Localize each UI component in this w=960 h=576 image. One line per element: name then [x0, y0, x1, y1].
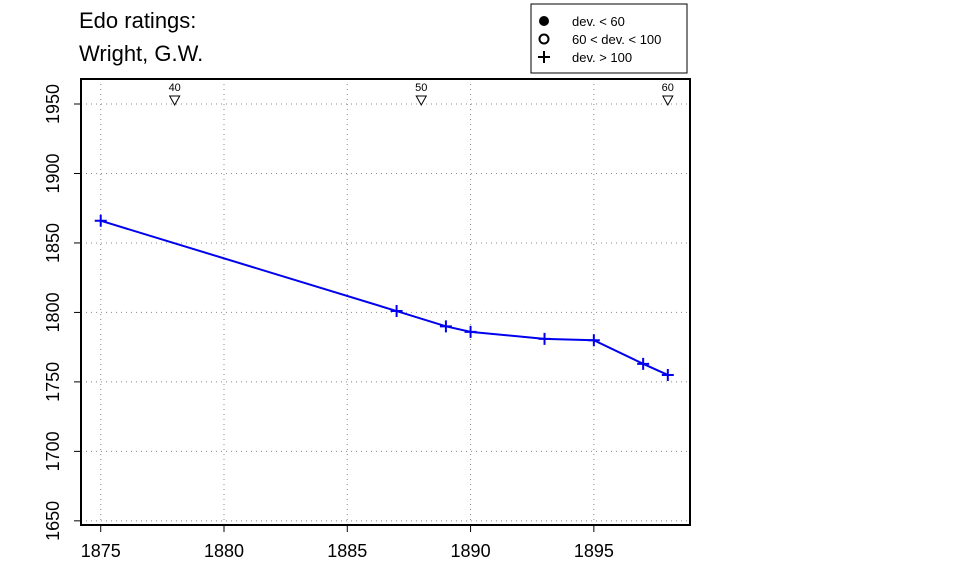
chart-title-line-2: Wright, G.W. — [79, 41, 203, 66]
top-marker-label: 40 — [169, 82, 181, 94]
legend-label: dev. < 60 — [572, 14, 625, 29]
top-markers: 40 50 60 — [168, 82, 674, 107]
y-tick-label: 1800 — [43, 292, 63, 332]
legend-label: 60 < dev. < 100 — [572, 32, 661, 47]
legend-symbol-open-circle — [538, 33, 550, 45]
x-tick-label: 1885 — [327, 541, 367, 561]
legend-symbol-plus — [538, 51, 550, 63]
top-marker-triangle — [168, 95, 181, 107]
top-marker-triangle — [661, 95, 674, 107]
plot-frame — [80, 78, 691, 526]
axes: 1875 1880 1885 1890 1895 1650 1700 1750 1800 1850… — [43, 84, 614, 561]
top-marker-label: 50 — [415, 82, 427, 94]
data-point — [464, 325, 477, 338]
y-tick-label: 1950 — [43, 84, 63, 124]
chart-title-line-1: Edo ratings: — [79, 8, 196, 33]
data-point — [94, 214, 107, 227]
y-tick-label: 1850 — [43, 223, 63, 263]
x-tick-label: 1890 — [451, 541, 491, 561]
x-tick-label: 1875 — [81, 541, 121, 561]
data-point — [661, 368, 674, 381]
legend-symbol-filled-circle — [539, 16, 549, 26]
top-marker-triangle — [415, 95, 428, 107]
data-point — [637, 357, 650, 370]
grid-lines — [81, 79, 690, 525]
top-marker-label: 60 — [662, 82, 674, 94]
y-tick-label: 1900 — [43, 153, 63, 193]
y-tick-label: 1750 — [43, 362, 63, 402]
series-line — [100, 219, 669, 376]
legend-label: dev. > 100 — [572, 50, 632, 65]
data-point — [587, 334, 600, 347]
x-tick-label: 1895 — [574, 541, 614, 561]
legend-box — [530, 3, 688, 74]
data-point — [439, 320, 452, 333]
legend: dev. < 60 60 < dev. < 100 dev. > 100 — [530, 3, 688, 74]
data-point — [538, 332, 551, 345]
x-tick-label: 1880 — [204, 541, 244, 561]
y-tick-label: 1650 — [43, 501, 63, 541]
series-layer — [94, 214, 674, 381]
y-tick-label: 1700 — [43, 431, 63, 471]
data-point — [390, 305, 403, 318]
